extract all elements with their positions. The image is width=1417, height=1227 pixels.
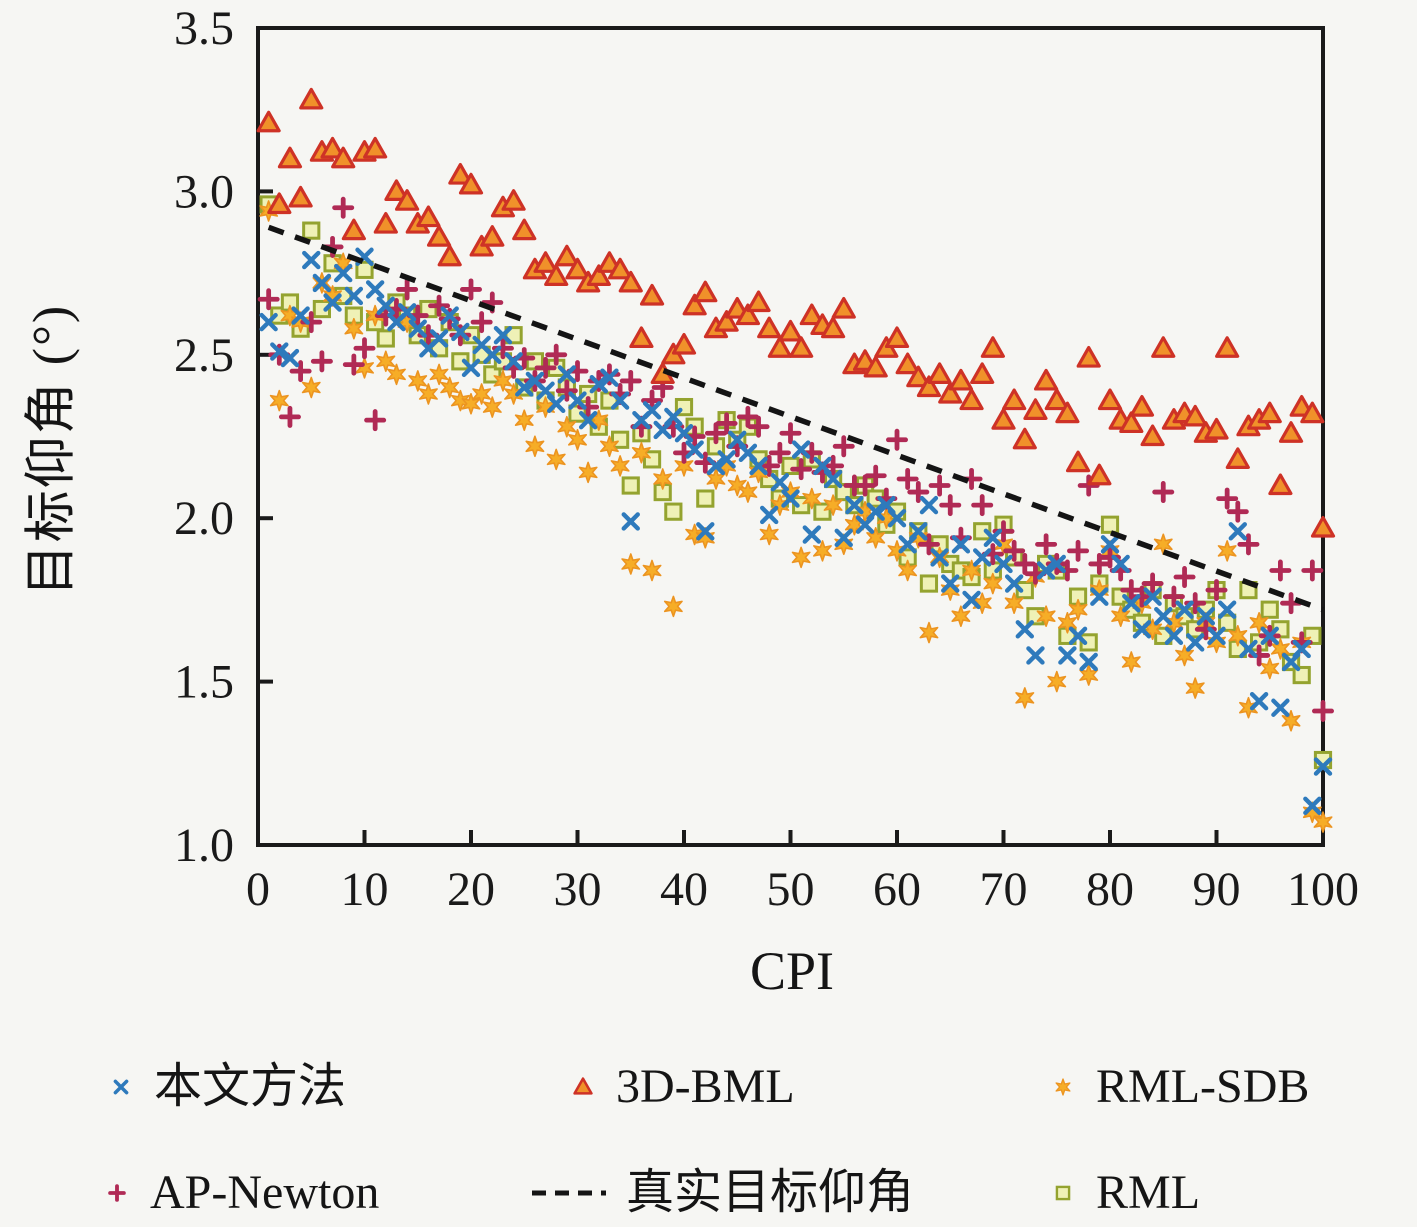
x-tick-label: 30 [554,863,602,916]
x-marker-icon [113,1079,129,1095]
legend-item-ap-newton: AP-Newton [100,1169,379,1217]
legend-item-rml-sdb: RML-SDB [1046,1063,1309,1111]
legend-label: 真实目标仰角 [626,1166,915,1219]
true-elevation-line [267,224,1324,613]
y-tick-label: 2.0 [174,492,234,545]
y-axis-title: 目标仰角 (°) [23,303,81,597]
legend-label: 3D-BML [616,1060,795,1113]
y-tick-label: 3.5 [174,2,234,55]
series-x-points [259,247,1333,815]
series-triangle-points [256,87,1336,538]
x-tick-label: 60 [873,863,921,916]
legend-item-3d-bml: 3D-BML [566,1063,795,1111]
y-tick-label: 1.5 [174,656,234,709]
legend-item-true-line: 真实目标仰角 [528,1169,914,1217]
x-tick-label: 70 [980,863,1028,916]
triangle-marker-icon [573,1077,593,1095]
legend-label: RML [1096,1166,1201,1219]
x-tick-label: 80 [1086,863,1134,916]
x-tick-label: 40 [660,863,708,916]
legend-label: RML-SDB [1096,1060,1310,1113]
legend-item-benwen: 本文方法 [104,1063,346,1111]
legend-item-rml: RML [1046,1169,1200,1217]
y-tick-label: 3.0 [174,165,234,218]
x-axis-title: CPI [749,941,835,1001]
series-square-points [259,195,1333,770]
x-tick-label: 90 [1193,863,1241,916]
x-tick-label: 20 [447,863,495,916]
y-tick-label: 1.0 [174,819,234,872]
plus-marker-icon [108,1184,126,1202]
x-tick-label: 0 [246,863,270,916]
legend-label: AP-Newton [150,1166,380,1219]
x-tick-label: 50 [767,863,815,916]
y-axis-ticks: 1.0 1.5 2.0 2.5 3.0 3.5 [174,2,273,872]
series-star-points [259,200,1333,833]
x-tick-label: 100 [1287,863,1359,916]
x-axis-ticks: 0 10 20 30 40 50 60 70 80 90 100 [246,830,1359,916]
y-tick-label: 2.5 [174,329,234,382]
legend-label: 本文方法 [154,1060,347,1113]
square-marker-icon [1055,1185,1071,1201]
star-marker-icon [1055,1078,1071,1096]
dashed-line-icon [532,1190,606,1196]
x-tick-label: 10 [341,863,389,916]
